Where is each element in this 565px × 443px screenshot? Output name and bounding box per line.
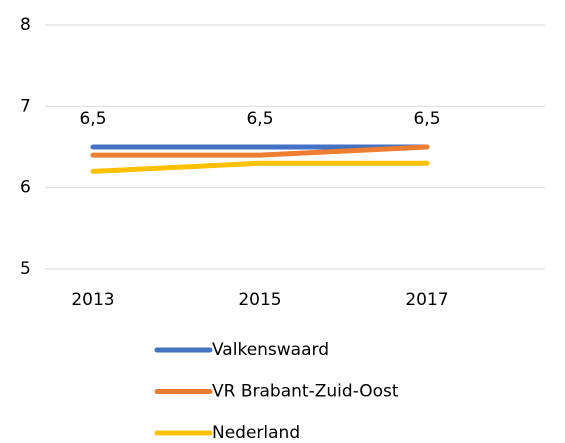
x-tick-label: 2017 xyxy=(405,290,448,310)
legend-label: Valkenswaard xyxy=(212,340,329,360)
data-label: 6,5 xyxy=(79,109,106,129)
data-label: 6,5 xyxy=(246,109,273,129)
series-line xyxy=(90,160,430,174)
x-tick-label: 2015 xyxy=(238,290,281,310)
series-line xyxy=(90,144,430,158)
y-tick-label: 7 xyxy=(20,96,31,116)
data-label: 6,5 xyxy=(413,109,440,129)
x-tick-label: 2013 xyxy=(71,290,114,310)
legend-label: VR Brabant-Zuid-Oost xyxy=(212,382,399,402)
legend-label: Nederland xyxy=(212,423,300,443)
y-tick-label: 6 xyxy=(20,178,31,198)
y-tick-label: 8 xyxy=(20,15,31,35)
y-tick-label: 5 xyxy=(20,259,31,279)
